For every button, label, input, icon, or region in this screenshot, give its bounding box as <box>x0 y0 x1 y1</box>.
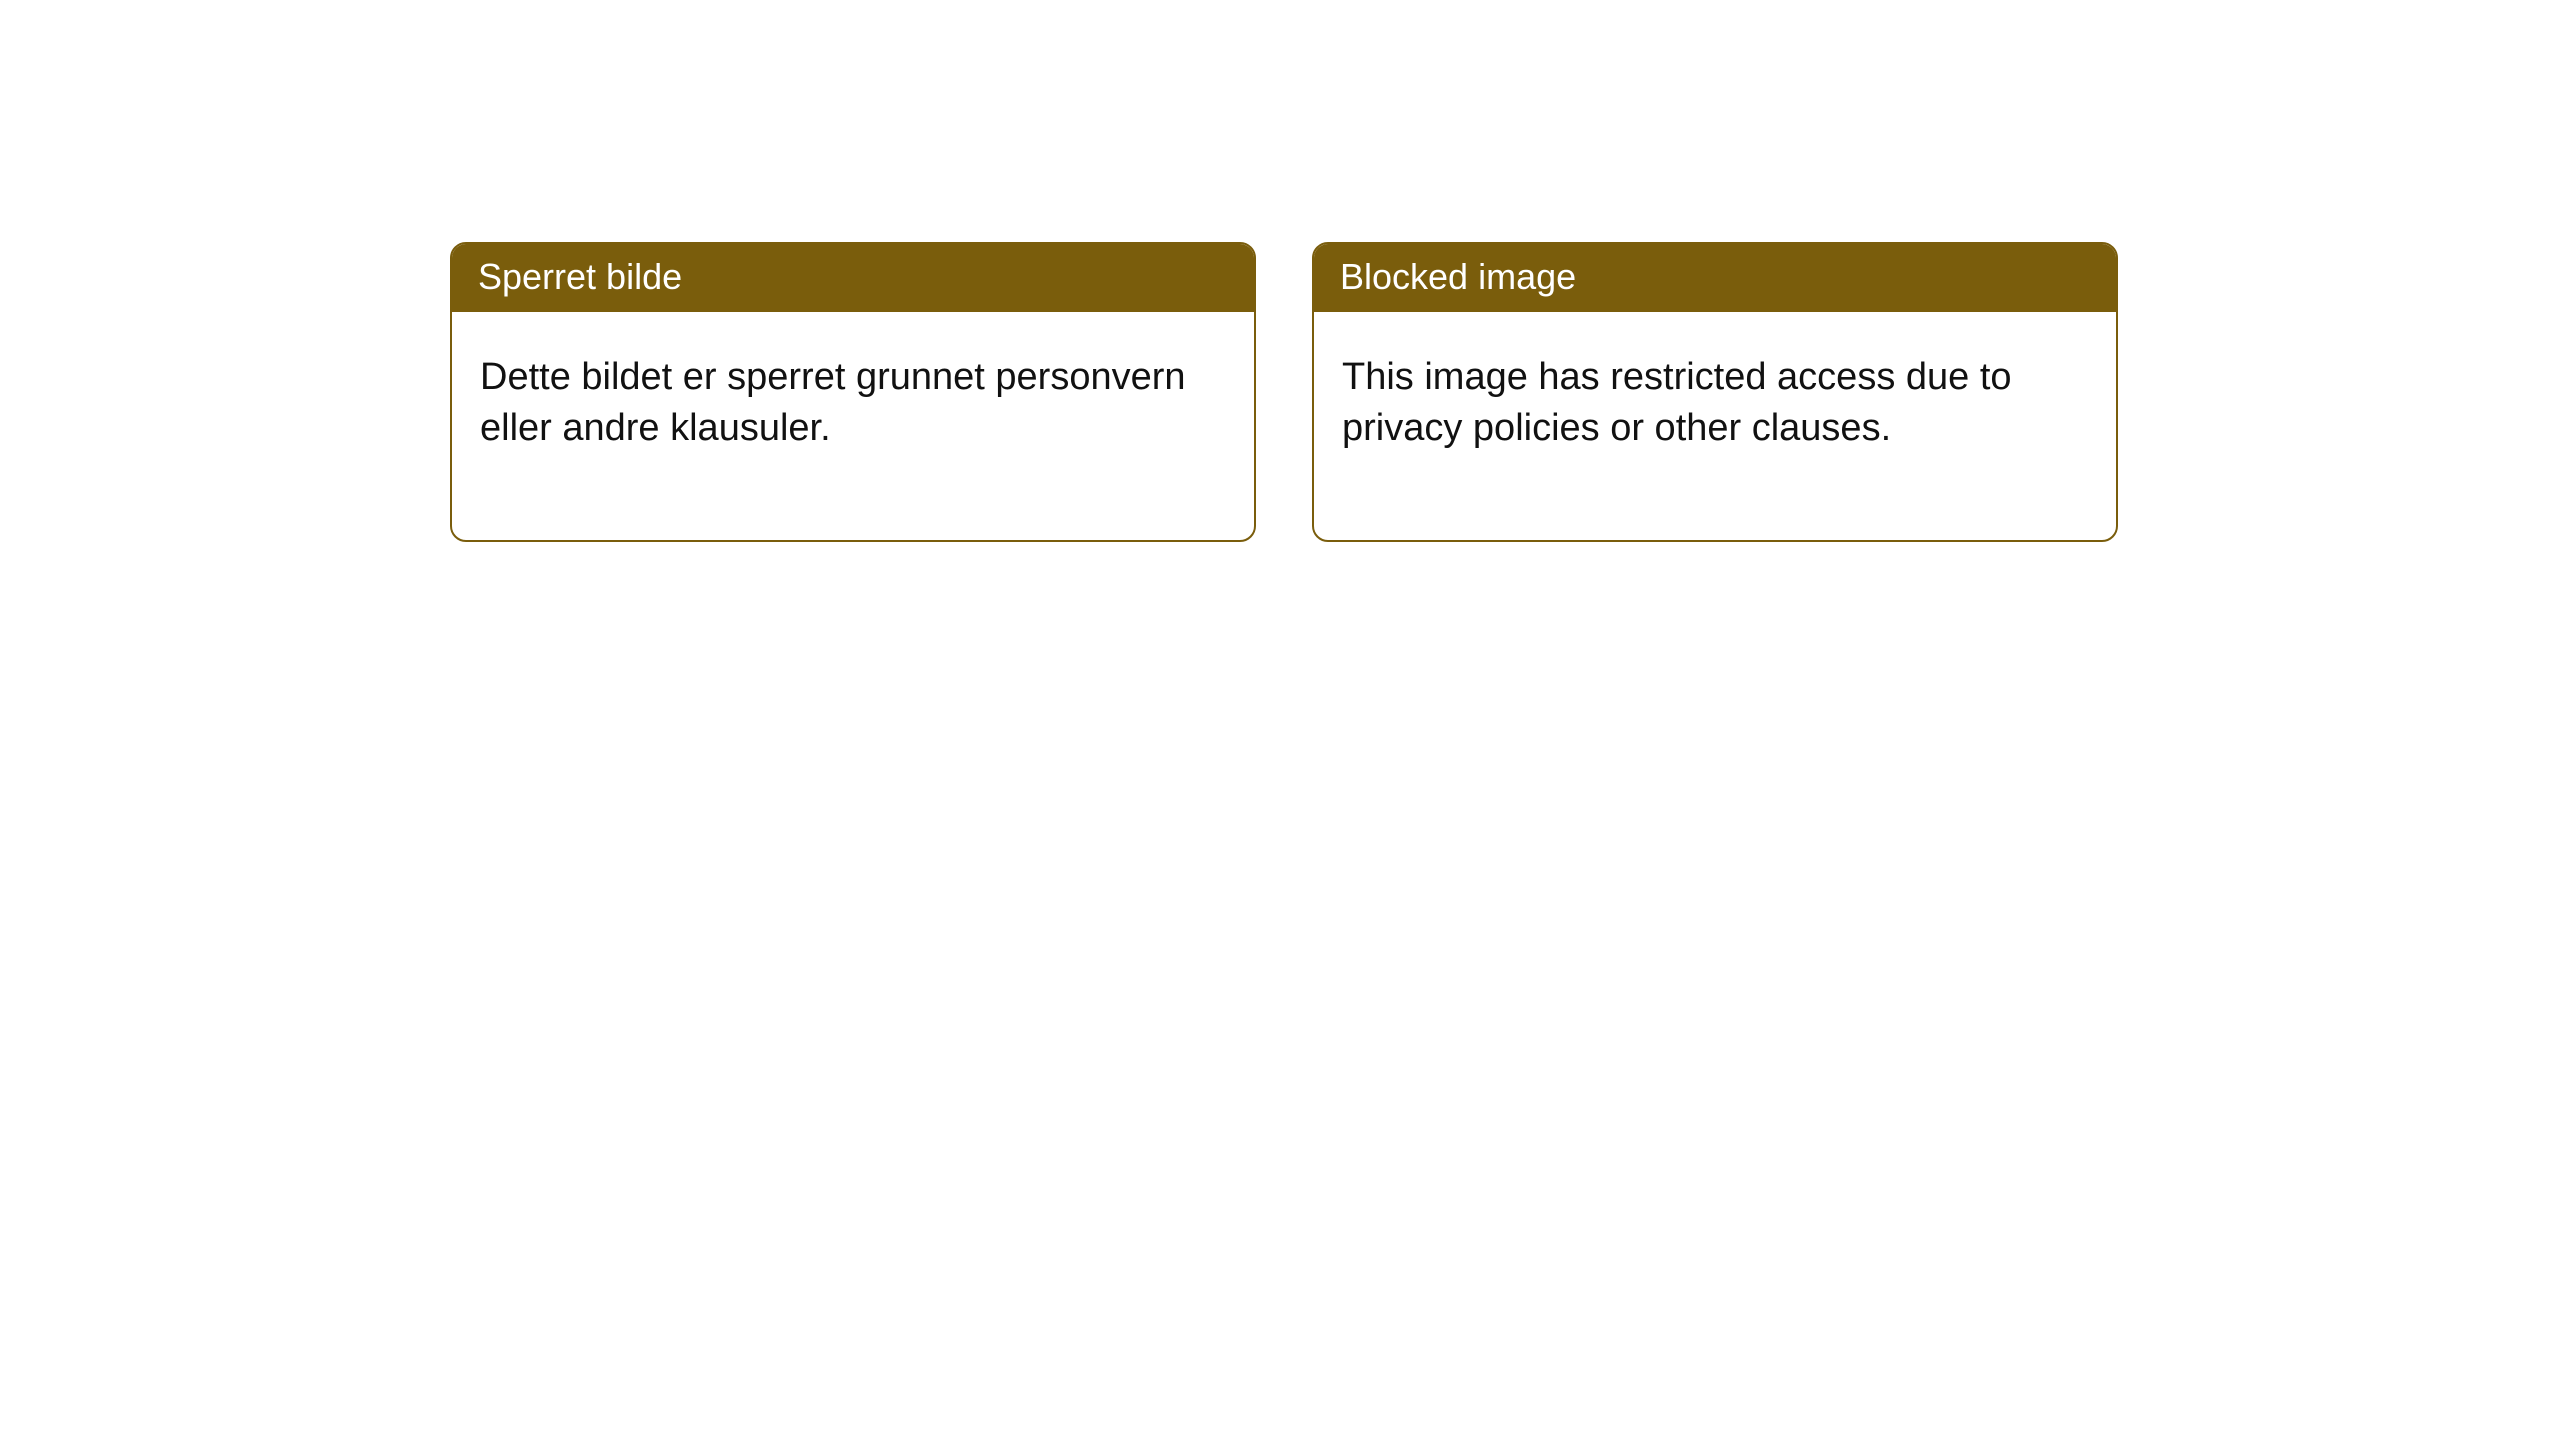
notice-body: This image has restricted access due to … <box>1314 312 2116 540</box>
notice-container: Sperret bilde Dette bildet er sperret gr… <box>0 0 2560 542</box>
notice-card-norwegian: Sperret bilde Dette bildet er sperret gr… <box>450 242 1256 542</box>
notice-header: Blocked image <box>1314 244 2116 312</box>
notice-header: Sperret bilde <box>452 244 1254 312</box>
notice-card-english: Blocked image This image has restricted … <box>1312 242 2118 542</box>
notice-body: Dette bildet er sperret grunnet personve… <box>452 312 1254 540</box>
